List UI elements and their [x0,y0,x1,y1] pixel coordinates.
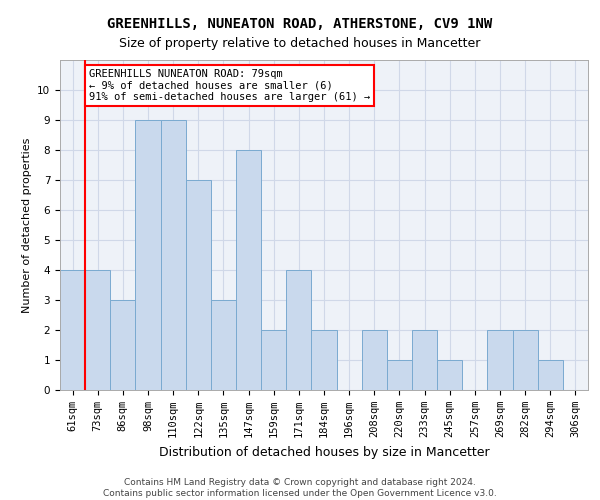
Text: Contains HM Land Registry data © Crown copyright and database right 2024.
Contai: Contains HM Land Registry data © Crown c… [103,478,497,498]
Bar [412,330,437,390]
Bar [286,270,311,390]
X-axis label: Distribution of detached houses by size in Mancetter: Distribution of detached houses by size … [158,446,490,458]
Bar [437,360,462,390]
Bar [261,330,286,390]
Y-axis label: Number of detached properties: Number of detached properties [22,138,32,312]
Bar [236,150,261,390]
Bar [538,360,563,390]
Text: Size of property relative to detached houses in Mancetter: Size of property relative to detached ho… [119,38,481,51]
Bar [512,330,538,390]
Bar [487,330,512,390]
Bar [161,120,186,390]
Bar [311,330,337,390]
Text: GREENHILLS NUNEATON ROAD: 79sqm
← 9% of detached houses are smaller (6)
91% of s: GREENHILLS NUNEATON ROAD: 79sqm ← 9% of … [89,69,370,102]
Bar [60,270,85,390]
Bar [186,180,211,390]
Text: GREENHILLS, NUNEATON ROAD, ATHERSTONE, CV9 1NW: GREENHILLS, NUNEATON ROAD, ATHERSTONE, C… [107,18,493,32]
Bar [387,360,412,390]
Bar [110,300,136,390]
Bar [211,300,236,390]
Bar [136,120,161,390]
Bar [85,270,110,390]
Bar [362,330,387,390]
